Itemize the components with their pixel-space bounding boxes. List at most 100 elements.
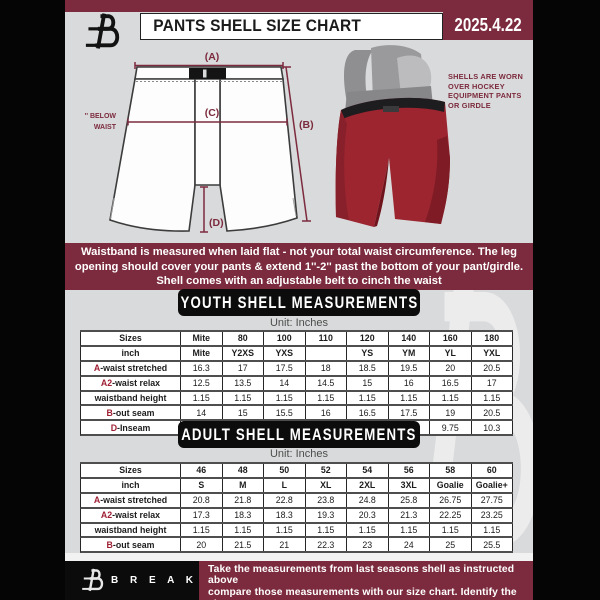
table-cell: 160 (430, 332, 472, 345)
row-label: A2 -waist relax (81, 508, 181, 522)
notice-line: opening should cover your pants & extend… (74, 260, 524, 273)
table-cell: YXS (264, 346, 306, 360)
table-cell: 16 (388, 376, 430, 390)
notice-line: Shell comes with an adjustable belt to c… (156, 275, 442, 288)
table-cell: 46 (181, 464, 223, 477)
footer-instructions-line: Take the measurements from last seasons … (208, 563, 515, 587)
table-cell: 1.15 (388, 391, 430, 405)
table-cell: 48 (222, 464, 264, 477)
table-cell: 17 (471, 376, 513, 390)
measurement-notice: Waistband is measured when laid flat - n… (65, 243, 533, 290)
footer-divider (65, 553, 533, 561)
breakaway-logo-icon (85, 13, 120, 49)
table-cell: 2XL (347, 478, 389, 492)
table-cell: 18 (305, 361, 347, 375)
table-cell: 1.15 (305, 523, 347, 537)
table-cell: Y2XS (222, 346, 264, 360)
date-text: 2025.4.22 (454, 14, 522, 35)
table-cell (305, 346, 347, 360)
measure-b-label: (B) (299, 119, 314, 131)
table-cell: 20 (430, 361, 472, 375)
page-title: PANTS SHELL SIZE CHART (153, 17, 362, 35)
table-cell: 16.3 (181, 361, 223, 375)
table-cell: 13.5 (222, 376, 264, 390)
footer-instructions: Take the measurements from last seasons … (199, 561, 533, 600)
table-cell: 21.5 (222, 538, 264, 552)
table-cell: 1.15 (222, 391, 264, 405)
table-row: waistband height 1.15 1.15 1.15 1.15 1.15 1.15… (80, 523, 513, 539)
table-cell: 21.3 (388, 508, 430, 522)
top-accent-bar (65, 0, 533, 12)
table-cell: 3XL (388, 478, 430, 492)
table-cell: 26.75 (430, 493, 472, 507)
notice-line: Waistband is measured when laid flat - n… (81, 246, 517, 258)
row-label: inch (81, 478, 181, 492)
below-waist-note-line1: 7'' BELOW (85, 113, 116, 120)
table-cell: 25 (430, 538, 472, 552)
table-row: inch S M L XL 2XL 3XL Goalie Goalie+ (80, 478, 513, 494)
row-label: A2 -waist relax (81, 376, 181, 390)
table-cell: 9.75 (430, 421, 472, 435)
table-cell: 14 (181, 406, 223, 420)
document-body: PANTS SHELL SIZE CHART 2025.4.22 (A) (65, 0, 533, 600)
row-label: Sizes (81, 464, 181, 477)
table-cell: 50 (264, 464, 306, 477)
table-row: waistband height 1.15 1.15 1.15 1.15 1.15 1.15… (80, 391, 513, 407)
row-label: inch (81, 346, 181, 360)
table-cell: 60 (471, 464, 513, 477)
table-cell: 110 (305, 332, 347, 345)
photo-note-line: OR GIRDLE (448, 100, 491, 110)
brand-wordmark: B R E A K A W A Y (111, 575, 274, 586)
adult-measurements-table: Sizes 46 48 50 52 54 56 58 60 inch S M L XL 2XL 3XL Goal… (80, 462, 513, 569)
table-row: A2 -waist relax 12.5 13.5 14 14.5 15 16 16.5 17 (80, 376, 513, 392)
row-label: waistband height (81, 523, 181, 537)
table-cell: 20 (181, 538, 223, 552)
table-cell: 14 (264, 376, 306, 390)
table-cell: 18.5 (347, 361, 389, 375)
table-cell: 15.5 (264, 406, 306, 420)
footer-instructions-line: compare those measurements with our size… (208, 587, 517, 600)
row-label: waistband height (81, 391, 181, 405)
photo-note: SHELLS ARE WORN OVER HOCKEY EQUIPMENT PA… (448, 72, 533, 110)
youth-measurements-table: Sizes Mite 80 100 110 120 140 160 180 inch Mite Y2X… (80, 330, 513, 437)
table-cell: 12.5 (181, 376, 223, 390)
table-cell: 1.15 (471, 523, 513, 537)
adult-section-banner: ADULT SHELL MEASUREMENTS (179, 422, 419, 447)
table-cell: 1.15 (471, 391, 513, 405)
shorts-measurement-diagram: (A) (C) 7'' BELOW WAIST (85, 51, 314, 233)
date-badge: 2025.4.22 (443, 10, 533, 40)
table-cell: 22.8 (264, 493, 306, 507)
table-cell: 18.3 (264, 508, 306, 522)
table-cell: Mite (181, 346, 223, 360)
table-cell: 1.15 (264, 523, 306, 537)
photo-note-line: OVER HOCKEY (448, 81, 505, 91)
table-cell: 1.15 (430, 391, 472, 405)
table-cell: YXL (471, 346, 513, 360)
table-cell: 14.5 (305, 376, 347, 390)
table-cell: 54 (347, 464, 389, 477)
youth-unit-label: Unit: Inches (269, 317, 329, 329)
table-cell: YS (347, 346, 389, 360)
table-cell: Mite (181, 332, 223, 345)
table-cell: 1.15 (181, 523, 223, 537)
table-row: B -out seam 14 15 15.5 16 16.5 17.5 19 20.5 (80, 406, 513, 422)
table-cell: Goalie+ (471, 478, 513, 492)
table-cell: 56 (388, 464, 430, 477)
table-cell: 17.3 (181, 508, 223, 522)
table-cell: S (181, 478, 223, 492)
table-cell: 21 (264, 538, 306, 552)
table-cell: 16.5 (430, 376, 472, 390)
page-title-box: PANTS SHELL SIZE CHART (140, 13, 443, 40)
measure-a-label: (A) (205, 51, 220, 63)
row-label: D-Inseam (81, 421, 181, 435)
photo-note-line: SHELLS ARE WORN (448, 72, 523, 81)
table-cell: 20.3 (347, 508, 389, 522)
table-row: B -out seam 20 21.5 21 22.3 23 24 25 25.5 (80, 538, 513, 554)
table-row: A2 -waist relax 17.3 18.3 18.3 19.3 20.3 21.3 22… (80, 508, 513, 524)
table-cell: 18.3 (222, 508, 264, 522)
table-cell: 10.3 (471, 421, 513, 435)
table-cell: Goalie (430, 478, 472, 492)
table-cell: 24.8 (347, 493, 389, 507)
table-cell: 20.5 (471, 361, 513, 375)
